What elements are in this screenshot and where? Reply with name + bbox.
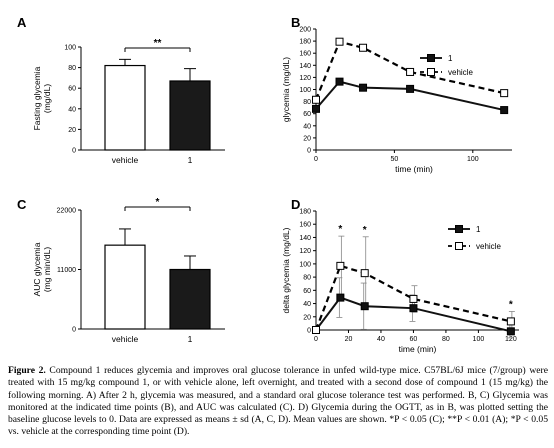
y-tick-label-D: 120	[299, 248, 311, 255]
data-point-D	[506, 317, 515, 326]
legend-entry-B: 1	[448, 54, 453, 63]
y-tick-label-B: 120	[299, 75, 311, 82]
bar-C-2	[169, 268, 211, 330]
y-tick-label-D: 140	[299, 235, 311, 242]
data-point-D	[409, 304, 418, 313]
y-tick-label-A: 80	[68, 65, 76, 72]
data-point-B	[500, 89, 509, 98]
data-point-D	[360, 302, 369, 311]
data-point-D	[336, 293, 345, 302]
y-tick-label-D: 180	[299, 209, 311, 216]
y-tick-label-D: 100	[299, 261, 311, 268]
data-point-B	[312, 95, 320, 104]
y-tick-label-D: 60	[303, 288, 311, 295]
y-tick-label-B: 200	[299, 27, 311, 34]
bar-C-1	[104, 244, 146, 330]
x-tick-label-D: 0	[314, 336, 318, 343]
panel-label-A: A	[17, 15, 27, 30]
y-tick-label-B: 140	[299, 63, 311, 70]
legend-marker-B	[427, 68, 435, 76]
x-axis-label-B: time (min)	[395, 164, 433, 174]
significance-mark-D: *	[509, 299, 513, 310]
series-line-B-vehicle	[314, 40, 505, 101]
x-tick-label-B: 100	[467, 156, 479, 163]
panel-label-B: B	[291, 15, 300, 30]
data-point-B	[359, 43, 368, 52]
y-tick-label-C: 0	[72, 327, 76, 334]
x-tick-label-B: 0	[314, 156, 318, 163]
x-tick-label-B: 50	[391, 156, 399, 163]
y-tick-label-B: 0	[307, 148, 311, 155]
legend-entry-D: vehicle	[476, 242, 501, 251]
panel-label-C: C	[17, 197, 27, 212]
figure-caption: Figure 2. Compound 1 reduces glycemia an…	[8, 365, 548, 439]
data-point-B	[312, 104, 320, 113]
y-tick-label-B: 40	[303, 123, 311, 130]
x-tick-label-D: 100	[473, 336, 485, 343]
significance-mark-A: **	[154, 38, 162, 49]
caption-lead: Figure 2.	[8, 365, 46, 376]
caption-text: Compound 1 reduces glycemia and improves…	[8, 365, 548, 438]
y-axis-label-A: Fasting glycemia(mg/dL)	[32, 66, 52, 130]
data-point-B	[335, 37, 344, 46]
significance-mark-D: *	[338, 224, 342, 235]
data-point-D	[506, 327, 515, 336]
legend-entry-B: vehicle	[448, 68, 473, 77]
y-tick-label-D: 40	[303, 301, 311, 308]
data-point-D	[360, 269, 369, 278]
data-point-B	[406, 67, 415, 76]
data-point-B	[406, 84, 415, 93]
y-tick-label-A: 20	[68, 127, 76, 134]
category-label-A: vehicle	[112, 155, 139, 165]
panel-label-D: D	[291, 197, 300, 212]
legend-marker-B	[427, 54, 435, 62]
data-point-D	[312, 326, 320, 334]
x-tick-label-D: 40	[377, 336, 385, 343]
y-tick-label-D: 0	[307, 328, 311, 335]
x-tick-label-D: 80	[442, 336, 450, 343]
x-axis-label-D: time (min)	[399, 344, 437, 354]
x-tick-label-D: 60	[410, 336, 418, 343]
y-tick-label-A: 0	[72, 148, 76, 155]
y-tick-label-C: 22000	[57, 208, 77, 215]
data-point-B	[359, 83, 368, 92]
legend-marker-D	[455, 242, 463, 250]
bar-A-2	[169, 80, 211, 151]
x-tick-label-D: 20	[345, 336, 353, 343]
data-point-D	[409, 294, 418, 303]
y-tick-label-B: 100	[299, 87, 311, 94]
significance-mark-D: *	[363, 225, 367, 236]
y-tick-label-D: 160	[299, 222, 311, 229]
y-tick-label-D: 20	[303, 314, 311, 321]
y-axis-label-C: AUC glycemia(mg min/dL)	[32, 242, 52, 296]
legend-marker-D	[455, 225, 463, 233]
y-tick-label-B: 20	[303, 135, 311, 142]
y-tick-label-A: 40	[68, 106, 76, 113]
y-axis-label-B: glycemia (mg/dL)	[281, 57, 291, 122]
data-point-B	[500, 106, 509, 115]
y-tick-label-B: 80	[303, 99, 311, 106]
bar-A-1	[104, 64, 146, 151]
significance-mark-C: *	[156, 197, 160, 208]
data-point-D	[336, 261, 345, 270]
y-tick-label-B: 160	[299, 51, 311, 58]
y-tick-label-B: 180	[299, 39, 311, 46]
legend-entry-D: 1	[476, 225, 481, 234]
y-tick-label-A: 60	[68, 86, 76, 93]
category-label-C: vehicle	[112, 334, 139, 344]
x-tick-label-D: 120	[505, 336, 517, 343]
y-tick-label-C: 11000	[57, 267, 76, 274]
y-axis-label-D: delta glycemia (mg/dL)	[281, 227, 291, 313]
y-tick-label-D: 80	[303, 275, 311, 282]
category-label-A: 1	[188, 155, 193, 165]
data-point-B	[335, 77, 344, 86]
y-tick-label-B: 60	[303, 111, 311, 118]
y-tick-label-A: 100	[64, 45, 76, 52]
category-label-C: 1	[188, 334, 193, 344]
